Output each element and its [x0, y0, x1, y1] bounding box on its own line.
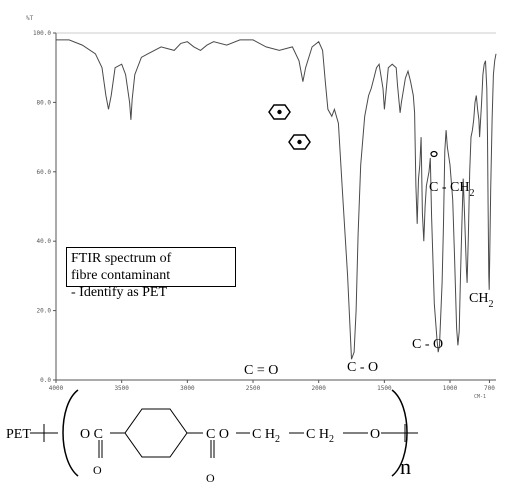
- aromatic-ring-marker-3: [430, 150, 438, 158]
- x-tick-label: 2000: [311, 385, 326, 392]
- aromatic-ring-marker-1: [268, 104, 291, 120]
- structure-o-end: O: [370, 427, 380, 442]
- x-tick-label: 1500: [377, 385, 392, 392]
- annotation-ch2: CH2: [469, 291, 493, 310]
- structure-c-o-right: C O: [206, 427, 229, 442]
- x-tick-label: 700: [484, 385, 495, 392]
- annotation-ester-co-1: C - O: [347, 360, 378, 375]
- spectrum-note-box: FTIR spectrum of fibre contaminant - Ide…: [66, 247, 236, 300]
- spectrum-trace: [56, 39, 497, 360]
- x-unit-label: CM-1: [474, 394, 486, 400]
- y-tick-label: 0.0: [40, 377, 51, 384]
- aromatic-ring-marker-2: [288, 134, 311, 150]
- note-line-3: - Identify as PET: [71, 285, 168, 300]
- note-line-1: FTIR spectrum of: [71, 251, 172, 266]
- carbonyl-o-left: O: [93, 463, 102, 477]
- annotation-carbonyl: C = O: [244, 363, 278, 378]
- x-ticks: 4000 3500 3000 2500 2000 1500 1000 700: [49, 380, 495, 392]
- left-bracket: [62, 389, 79, 477]
- pet-label: PET: [6, 427, 31, 442]
- y-unit-label: %T: [26, 15, 34, 22]
- y-tick-label: 100.0: [33, 30, 51, 37]
- y-tick-label: 60.0: [37, 169, 52, 176]
- x-tick-label: 1000: [443, 385, 458, 392]
- structure-ch2-a: C H2: [252, 427, 280, 445]
- y-tick-label: 20.0: [37, 308, 52, 315]
- pet-structure: PET O C O C O O C H2 C H2 O n: [6, 389, 418, 485]
- carbonyl-o-right: O: [206, 471, 215, 484]
- annotation-c-ch2: C - CH2: [429, 180, 474, 199]
- structure-ch2-b: C H2: [306, 427, 334, 445]
- y-ticks: 0.0 20.0 40.0 60.0 80.0 100.0: [33, 30, 56, 384]
- structure-o-c-left: O C: [80, 427, 103, 442]
- x-tick-label: 3500: [114, 385, 129, 392]
- annotation-ester-co-2: C - O: [412, 337, 443, 352]
- x-tick-label: 3000: [180, 385, 195, 392]
- repeat-n: n: [400, 454, 411, 479]
- y-tick-label: 80.0: [37, 99, 52, 106]
- benzene-ring: [124, 408, 188, 458]
- y-tick-label: 40.0: [37, 238, 52, 245]
- chart-axes: [55, 32, 496, 381]
- x-tick-label: 2500: [246, 385, 261, 392]
- x-tick-label: 4000: [49, 385, 64, 392]
- note-line-2: fibre contaminant: [71, 268, 171, 283]
